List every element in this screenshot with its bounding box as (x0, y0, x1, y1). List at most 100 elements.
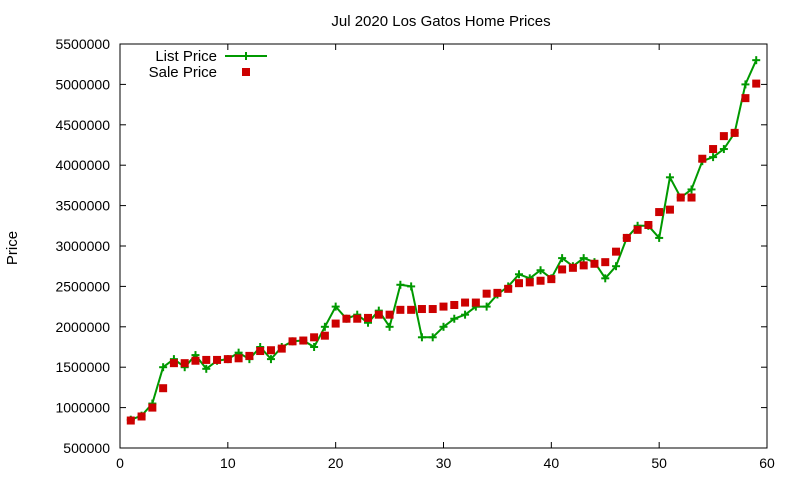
sale-price-point (342, 314, 351, 323)
y-tick-label: 5500000 (55, 36, 110, 52)
sale-price-point (612, 247, 621, 256)
list-price-point (320, 322, 329, 331)
list-price-point (417, 333, 426, 342)
list-price-point (579, 254, 588, 263)
y-tick-label: 4500000 (55, 117, 110, 133)
legend-sample-sale-price (242, 68, 250, 76)
y-tick-label: 1000000 (55, 400, 110, 416)
list-price-point (514, 270, 523, 279)
sale-price-point (547, 275, 556, 284)
sale-price-point (428, 305, 437, 314)
sale-price-point (256, 347, 265, 356)
sale-price-point (439, 302, 448, 311)
y-axis-label: Price (4, 231, 21, 265)
y-tick-label: 4000000 (55, 157, 110, 173)
sale-price-point (331, 319, 340, 328)
sale-price-point (277, 344, 286, 353)
sale-price-point (159, 384, 168, 393)
sale-price-point (385, 310, 394, 319)
sale-price-point (245, 351, 254, 360)
sale-price-point (719, 132, 728, 141)
legend: List Price Sale Price (149, 48, 267, 81)
y-tick-label: 2000000 (55, 319, 110, 335)
sale-price-point (687, 193, 696, 202)
list-price-point (439, 322, 448, 331)
sale-price-point (202, 355, 211, 364)
x-tick-label: 60 (759, 455, 775, 471)
list-price-point (407, 282, 416, 291)
sale-price-point (461, 298, 470, 307)
sale-price-point (633, 225, 642, 234)
sale-price-point (741, 94, 750, 103)
legend-label-list-price: List Price (155, 48, 217, 65)
y-tick-label: 3000000 (55, 238, 110, 254)
sale-price-point (655, 208, 664, 217)
list-price-point (159, 363, 168, 372)
plot-area (126, 56, 761, 425)
sale-price-point (601, 258, 610, 267)
sale-price-point (752, 79, 761, 88)
sale-price-point (450, 300, 459, 309)
sale-price-point (396, 305, 405, 314)
sale-price-point (525, 278, 534, 287)
chart-title: Jul 2020 Los Gatos Home Prices (331, 13, 550, 30)
list-price-point (450, 314, 459, 323)
list-price-point (687, 185, 696, 194)
list-price-point (396, 280, 405, 289)
sale-price-point (698, 154, 707, 163)
sale-price-point (579, 261, 588, 270)
sale-price-point (514, 279, 523, 288)
list-price-point (428, 333, 437, 342)
sale-price-point (568, 263, 577, 272)
sale-price-point (504, 284, 513, 293)
x-tick-label: 50 (651, 455, 667, 471)
list-price-point (385, 322, 394, 331)
list-price-point (665, 173, 674, 182)
y-tick-label: 3500000 (55, 198, 110, 214)
list-price-point (655, 233, 664, 242)
y-tick-label: 2500000 (55, 278, 110, 294)
sale-price-point (191, 356, 200, 365)
tick-labels: 0 10 20 30 40 50 60 500000 1000000 1500000 2000000… (55, 36, 775, 471)
y-tick-label: 5000000 (55, 76, 110, 92)
list-price-point (536, 266, 545, 275)
list-price-point (709, 153, 718, 162)
list-price-point (752, 56, 761, 65)
y-tick-label: 500000 (63, 440, 110, 456)
list-price-point (741, 80, 750, 89)
legend-sample-list-price (225, 52, 267, 60)
x-tick-label: 0 (116, 455, 124, 471)
x-tick-label: 30 (436, 455, 452, 471)
sale-price-point (223, 355, 232, 364)
sale-price-point (288, 337, 297, 346)
list-price-point (719, 145, 728, 154)
list-price-point (310, 343, 319, 351)
sale-price-point (493, 288, 502, 297)
list-price-point (601, 274, 610, 283)
x-tick-label: 20 (328, 455, 344, 471)
sale-price-point (644, 220, 653, 229)
sale-price-point (374, 310, 383, 319)
sale-price-point (126, 416, 135, 425)
sale-price-point (417, 305, 426, 314)
sale-price-point (665, 205, 674, 214)
list-price-point (202, 364, 211, 373)
list-price-point (482, 302, 491, 311)
legend-label-sale-price: Sale Price (149, 64, 217, 81)
plot-frame (119, 43, 768, 449)
list-price-point (461, 310, 470, 319)
sale-price-point (471, 298, 480, 307)
sale-price-point (558, 265, 567, 274)
sale-price-point (407, 305, 416, 314)
sale-price-point (310, 333, 319, 342)
list-price-point (266, 355, 275, 364)
sale-price-point (536, 276, 545, 285)
sale-price-point (676, 193, 685, 202)
y-tick-label: 1500000 (55, 359, 110, 375)
sale-price-point (320, 331, 329, 340)
sale-price-point (180, 359, 189, 368)
x-tick-label: 40 (544, 455, 560, 471)
sale-price-point (137, 412, 146, 421)
